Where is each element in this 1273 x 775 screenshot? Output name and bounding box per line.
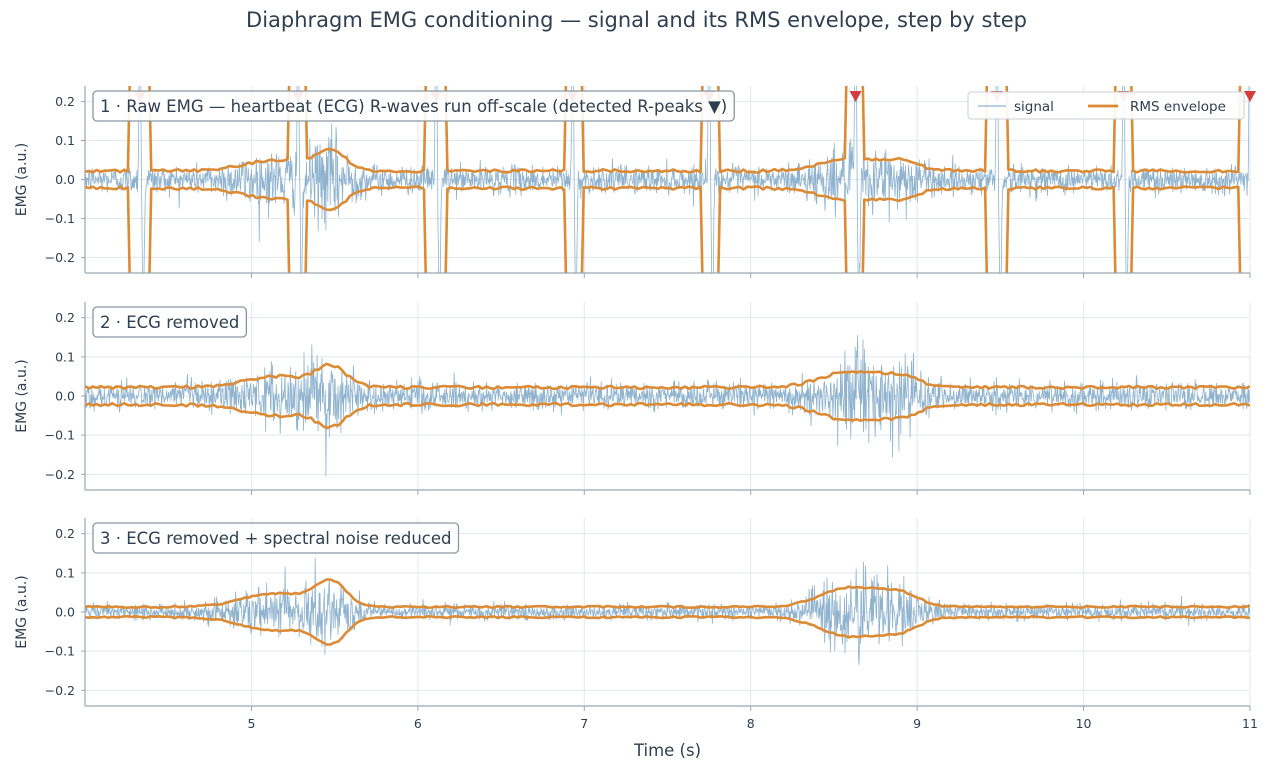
panel-label: 1 · Raw EMG — heartbeat (ECG) R-waves ru… <box>92 90 735 122</box>
legend: signal RMS envelope <box>967 91 1245 120</box>
x-axis-label: Time (s) <box>633 741 701 760</box>
signal-series <box>85 335 1250 477</box>
signal-series <box>85 557 1250 665</box>
y-tick-label: 0.0 <box>55 389 75 404</box>
plot-area-3 <box>85 557 1250 665</box>
rms-envelope-upper <box>85 578 1250 610</box>
r-peak-marker <box>849 91 862 102</box>
signal-series <box>85 86 1250 273</box>
rms-envelope-upper <box>85 362 1250 391</box>
panel-label: 2 · ECG removed <box>92 306 247 338</box>
y-tick-label: 0.1 <box>55 133 75 148</box>
y-tick-label: −0.1 <box>45 428 75 443</box>
y-tick-label: −0.1 <box>45 211 75 226</box>
legend-signal-label: signal <box>1014 99 1054 115</box>
panel-label: 3 · ECG removed + spectral noise reduced <box>92 522 460 554</box>
r-peak-marker <box>1244 91 1256 102</box>
y-tick-label: −0.2 <box>45 250 75 265</box>
x-tick-label: 5 <box>247 716 255 731</box>
x-tick-label: 7 <box>580 716 588 731</box>
panel-label-text: 3 · ECG removed + spectral noise reduced <box>100 529 451 548</box>
panel-1: −0.2 −0.1 0.0 0.1 0.2 EMG (a.u.) 1 · Raw EMG —… <box>14 86 1256 278</box>
x-tick-label: 6 <box>414 716 422 731</box>
y-tick-label: 0.1 <box>55 565 75 580</box>
rms-envelope-lower <box>85 614 1250 646</box>
panel-label-box <box>92 522 460 554</box>
y-tick-label: −0.2 <box>45 467 75 482</box>
rms-envelope-lower <box>85 401 1250 430</box>
rms-envelope-upper <box>85 86 1242 174</box>
panel-2: −0.2 −0.1 0.0 0.1 0.2 EMG (a.u.) 2 · ECG remov… <box>14 302 1251 495</box>
plot-area-2 <box>85 335 1250 477</box>
panel-label-box <box>92 306 247 338</box>
panel-label-text: 2 · ECG removed <box>100 313 239 332</box>
x-tick-label: 11 <box>1242 716 1258 731</box>
panel-label-text: 1 · Raw EMG — heartbeat (ECG) R-waves ru… <box>100 97 727 116</box>
chart-title: Diaphragm EMG conditioning — signal and … <box>246 8 1027 32</box>
y-tick-label: 0.2 <box>55 310 75 325</box>
panel-label-box <box>92 90 735 122</box>
panel-3: −0.2 −0.1 0.0 0.1 0.2 EMG (a.u.) 3 · ECG remov… <box>14 518 1251 711</box>
x-tick-label: 8 <box>747 716 755 731</box>
y-axis-label: EMG (a.u.) <box>14 575 30 649</box>
rms-envelope-lower <box>85 185 1242 273</box>
y-tick-label: 0.2 <box>55 94 75 109</box>
x-tick-label: 10 <box>1076 716 1092 731</box>
plot-area-1 <box>85 86 1250 273</box>
legend-envelope-label: RMS envelope <box>1130 99 1226 115</box>
y-tick-label: 0.1 <box>55 349 75 364</box>
y-tick-label: 0.0 <box>55 605 75 620</box>
y-axis-label: EMG (a.u.) <box>14 359 30 433</box>
y-tick-label: 0.0 <box>55 172 75 187</box>
y-tick-label: −0.1 <box>45 644 75 659</box>
y-tick-label: 0.2 <box>55 526 75 541</box>
y-axis-label: EMG (a.u.) <box>14 143 30 217</box>
y-tick-label: −0.2 <box>45 683 75 698</box>
x-tick-label: 9 <box>913 716 921 731</box>
